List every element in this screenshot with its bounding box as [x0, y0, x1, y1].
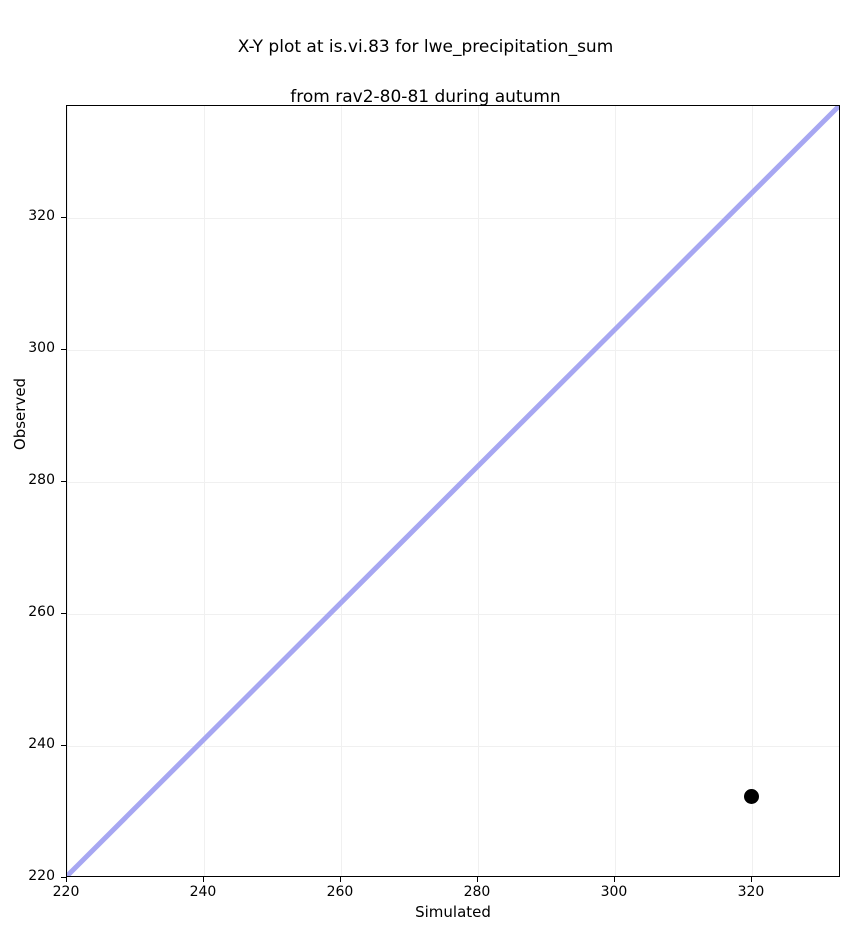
- y-axis-tick: [61, 613, 66, 615]
- chart-title-line-2: from rav2-80-81 during autumn: [290, 87, 561, 107]
- chart-title-line-1: X-Y plot at is.vi.83 for lwe_precipitati…: [237, 37, 614, 57]
- gridline-vertical: [67, 106, 69, 876]
- x-axis-tick: [339, 877, 342, 882]
- gridline-vertical: [477, 106, 480, 876]
- data-point[interactable]: [744, 788, 760, 804]
- gridline-horizontal: [67, 482, 839, 484]
- x-axis-tick: [66, 877, 68, 882]
- gridline-vertical: [340, 106, 343, 876]
- gridline-horizontal: [67, 350, 839, 352]
- x-axis-tick: [613, 877, 616, 882]
- x-axis-tick-label: 320: [737, 884, 765, 900]
- y-axis-tick-label: 300: [28, 340, 55, 357]
- x-axis-tick-label: 260: [326, 884, 354, 900]
- x-axis-tick-label: 300: [600, 884, 628, 900]
- y-axis-tick: [61, 217, 66, 219]
- y-axis-tick-label: 240: [28, 736, 55, 753]
- y-axis-tick-label: 260: [28, 604, 55, 621]
- plot-inner: [67, 106, 839, 876]
- y-axis-tick-label: 220: [28, 868, 55, 884]
- x-axis-tick: [476, 877, 479, 882]
- x-axis-tick-label: 280: [463, 884, 491, 900]
- x-axis-label: Simulated: [415, 903, 491, 921]
- x-axis-tick: [202, 877, 205, 882]
- gridline-vertical: [751, 106, 754, 876]
- y-axis-tick: [61, 745, 66, 747]
- x-axis-tick-label: 220: [52, 884, 80, 900]
- gridline-horizontal: [67, 746, 839, 748]
- y-axis-tick-label: 320: [28, 208, 55, 225]
- gridline-horizontal: [67, 614, 839, 616]
- chart-title: X-Y plot at is.vi.83 for lwe_precipitati…: [0, 10, 851, 110]
- gridline-vertical: [203, 106, 206, 876]
- gridline-vertical: [614, 106, 617, 876]
- x-axis-tick: [750, 877, 753, 882]
- one-to-one-reference-line: [67, 106, 839, 876]
- x-axis-tick-label: 240: [189, 884, 217, 900]
- y-axis-tick: [61, 481, 66, 483]
- plot-area: [66, 105, 840, 877]
- y-axis-tick: [61, 349, 66, 351]
- gridline-horizontal: [67, 218, 839, 220]
- y-axis-label: Observed: [11, 377, 29, 451]
- y-axis-tick-label: 280: [28, 472, 55, 489]
- y-axis-tick: [61, 877, 66, 879]
